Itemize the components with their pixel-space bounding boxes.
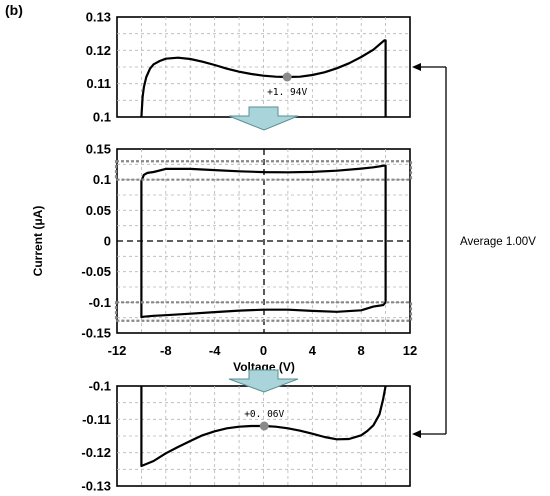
bottom-zoom-annotation: +0. 06V — [244, 409, 284, 420]
y-axis-label: Current (μA) — [31, 206, 45, 277]
main-cv-y-tick-label: 0.05 — [86, 203, 111, 218]
top-zoom-annotation: +1. 94V — [267, 87, 307, 98]
side-label-backdrop — [455, 233, 547, 249]
main-cv-x-tick-label: 4 — [309, 343, 317, 358]
main-cv-y-tick-label: -0.1 — [89, 295, 111, 310]
bottom-zoom-chart: -0.1 -0.11 -0.12 -0.13 +0. 06V — [81, 379, 411, 494]
main-cv-y-tick-label: -0.15 — [81, 326, 111, 341]
bottom-zoom-minimum-marker — [259, 421, 269, 431]
main-cv-x-tick-label: -12 — [108, 343, 127, 358]
main-cv-y-tick-label: -0.05 — [81, 264, 111, 279]
top-zoom-y-tick-label: 0.1 — [93, 110, 111, 125]
top-zoom-series-line — [140, 39, 387, 118]
main-cv-x-tick-label: 12 — [403, 343, 417, 358]
zoom-arrow-top — [228, 106, 299, 131]
main-cv-x-tick-label: 0 — [260, 343, 267, 358]
zoom-window-box — [114, 301, 413, 322]
main-cv-y-tick-label: 0 — [104, 234, 111, 249]
bottom-zoom-y-tick-label: -0.13 — [81, 479, 111, 494]
main-cv-x-tick-label: -8 — [160, 343, 172, 358]
bottom-zoom-y-tick-label: -0.1 — [89, 379, 111, 394]
zoom-arrow-bottom — [228, 369, 299, 393]
top-zoom-chart: 0.1 0.11 0.12 0.13 +1. 94V — [86, 10, 411, 125]
zoom-window-box — [114, 160, 413, 181]
bracket-bottom-arrowhead — [412, 430, 421, 438]
panel-label: (b) — [5, 2, 23, 18]
main-cv-series-loop — [140, 164, 387, 319]
bottom-zoom-y-tick-label: -0.12 — [81, 445, 111, 460]
top-zoom-y-tick-label: 0.13 — [86, 10, 111, 25]
average-bracket: Average 1.00V — [412, 63, 547, 438]
side-label: Average 1.00V — [460, 236, 536, 248]
top-zoom-minimum-marker — [282, 72, 292, 82]
top-zoom-y-tick-label: 0.12 — [86, 43, 111, 58]
main-cv-y-tick-label: 0.1 — [93, 172, 111, 187]
main-cv-x-tick-label: -4 — [209, 343, 221, 358]
main-cv-x-tick-label: 8 — [358, 343, 365, 358]
bracket-top-arrowhead — [412, 63, 421, 71]
main-cv-y-tick-label: 0.15 — [86, 142, 111, 157]
top-zoom-y-tick-label: 0.11 — [86, 76, 111, 91]
main-cv-chart: 0.150.10.050-0.05-0.1-0.15-12 -8 -4 0 4 8 12 V… — [31, 142, 417, 375]
bottom-zoom-y-tick-label: -0.11 — [82, 412, 111, 427]
bottom-zoom-series-line — [140, 385, 387, 468]
